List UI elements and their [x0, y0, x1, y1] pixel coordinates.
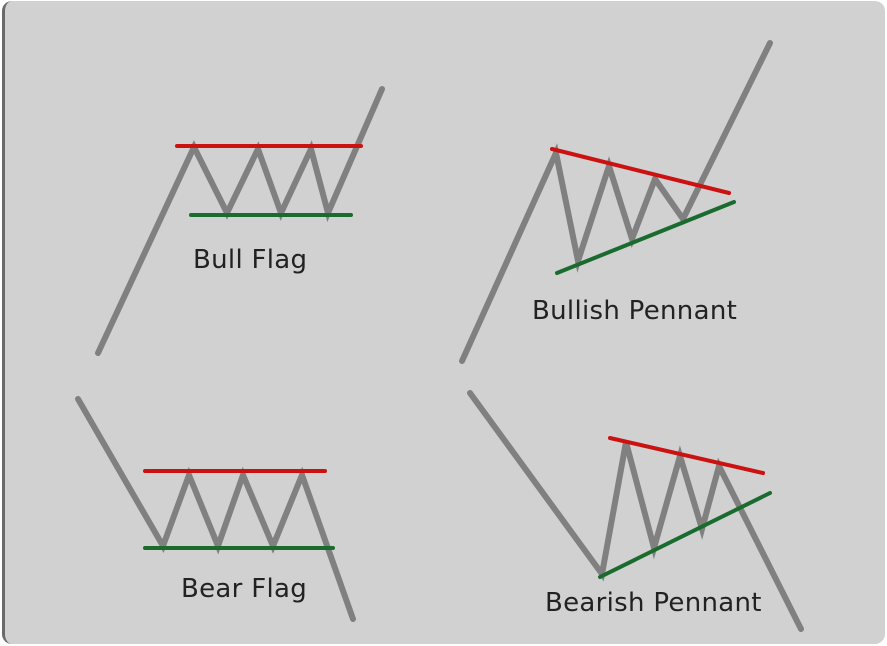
- bullish-pennant-pattern: Bullish Pennant: [459, 40, 773, 364]
- bearish-pennant-price-line: [467, 390, 804, 632]
- bullish-pennant-price-line: [459, 40, 773, 364]
- bullish-pennant-resistance-line: [550, 147, 731, 195]
- bear-flag-price-line: [75, 396, 356, 622]
- bull-flag-label: Bull Flag: [193, 245, 307, 275]
- bearish-pennant-resistance-line: [608, 436, 765, 475]
- patterns-diagram: Bull Flag Bullish Pennant Bear Flag Bear…: [75, 40, 804, 632]
- bear-flag-pattern: Bear Flag: [75, 396, 356, 622]
- bearish-pennant-pattern: Bearish Pennant: [467, 390, 804, 632]
- bullish-pennant-label: Bullish Pennant: [532, 296, 737, 326]
- bull-flag-price-line: [95, 86, 385, 356]
- bull-flag-pattern: Bull Flag: [95, 86, 385, 356]
- bear-flag-label: Bear Flag: [181, 574, 307, 604]
- bullish-pennant-support-line: [555, 200, 736, 275]
- bearish-pennant-label: Bearish Pennant: [545, 588, 762, 618]
- bearish-pennant-support-line: [598, 491, 772, 579]
